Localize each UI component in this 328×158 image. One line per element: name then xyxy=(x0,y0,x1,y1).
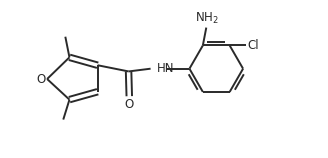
Text: O: O xyxy=(36,73,45,85)
Text: HN: HN xyxy=(157,62,174,75)
Text: Cl: Cl xyxy=(248,39,259,52)
Text: O: O xyxy=(125,98,134,111)
Text: NH$_2$: NH$_2$ xyxy=(195,11,219,26)
